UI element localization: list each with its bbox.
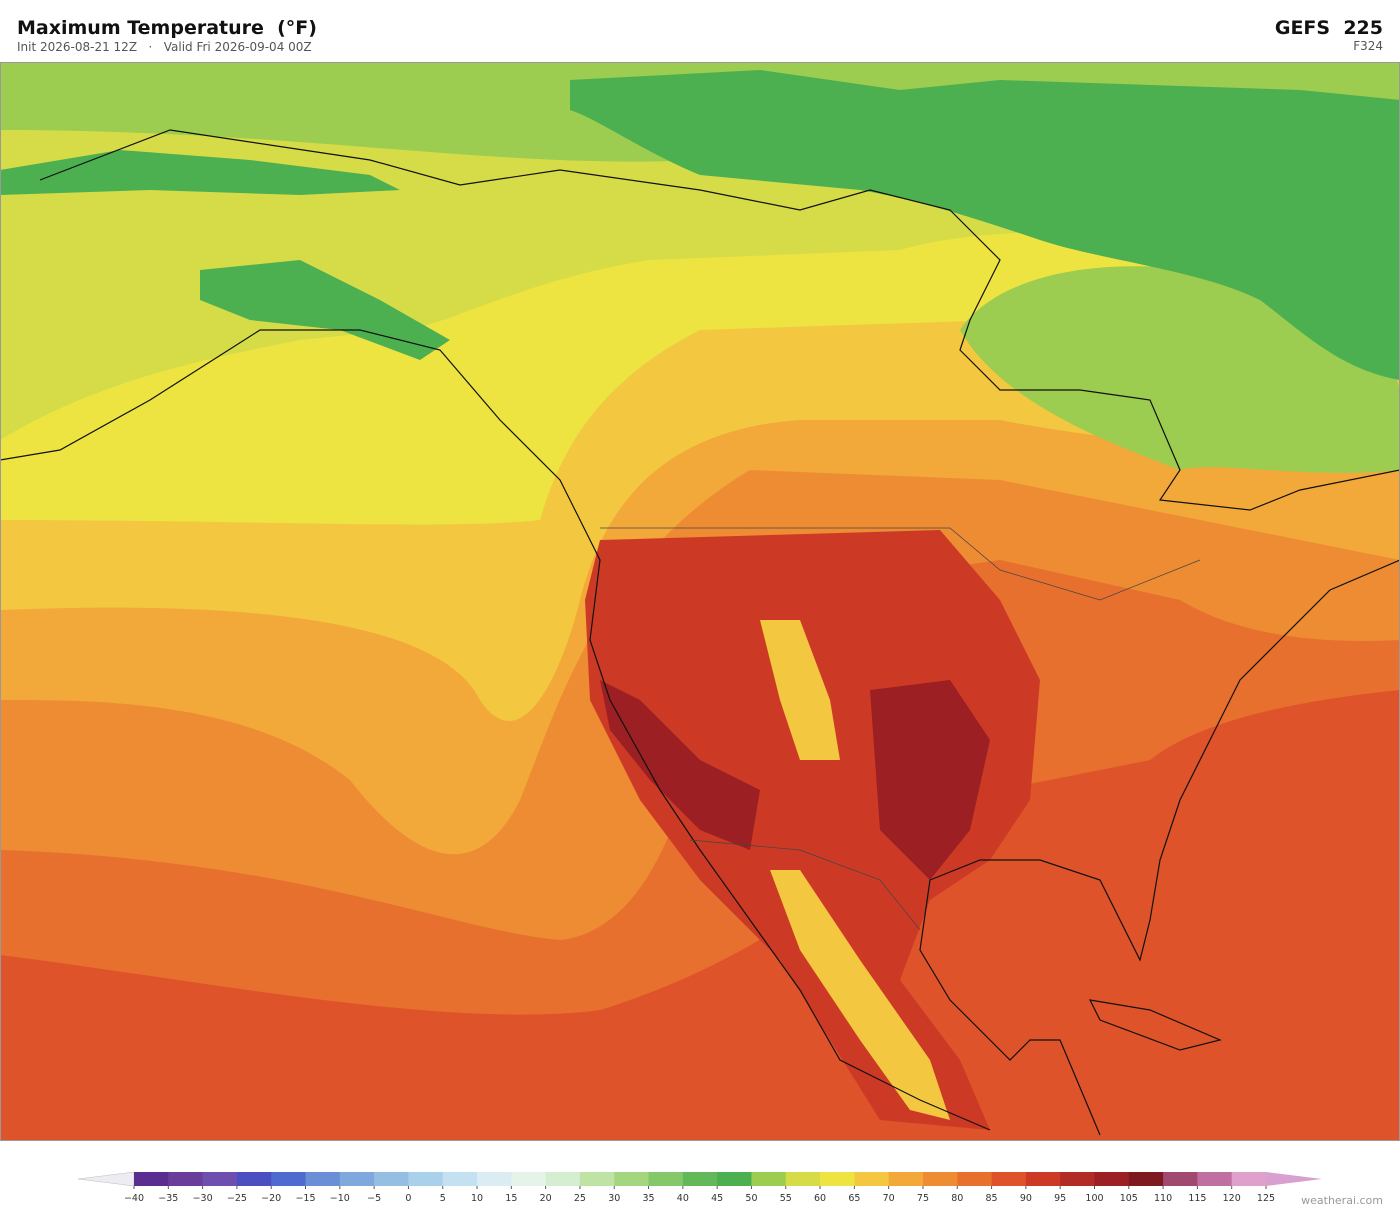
colorbar-swatch [682,1172,718,1186]
colorbar-swatch [134,1172,169,1186]
colorbar-swatch [717,1172,752,1186]
colorbar-label: 40 [677,1193,689,1204]
colorbar-label: 110 [1154,1193,1172,1204]
colorbar-label: 50 [745,1193,757,1204]
colorbar-swatch [1231,1172,1267,1186]
map [0,62,1400,1141]
colorbar-label: 20 [540,1193,552,1204]
colorbar-label: 105 [1120,1193,1138,1204]
field-highlands [760,620,950,1120]
colorbar-label: 115 [1188,1193,1206,1204]
colorbar-label: 55 [780,1193,792,1204]
colorbar-swatch [1128,1172,1164,1186]
colorbar-swatch [477,1172,512,1186]
colorbar-swatch [545,1172,581,1186]
colorbar-swatch [820,1172,855,1186]
colorbar-label: −5 [367,1193,381,1204]
field-45-alaska [0,150,450,360]
colorbar-label: 35 [642,1193,654,1204]
colorbar-label: 65 [848,1193,860,1204]
colorbar-swatch [957,1172,993,1186]
colorbar-swatch [271,1172,307,1186]
colorbar-swatch [614,1172,650,1186]
colorbar-swatch [305,1172,341,1186]
colorbar-label: 0 [405,1193,411,1204]
field-45 [570,70,1400,380]
colorbar-swatch [1025,1172,1061,1186]
colorbar-swatch [1197,1172,1233,1186]
colorbar-label: −15 [295,1193,315,1204]
colorbar-swatch [888,1172,924,1186]
colorbar-label: 75 [917,1193,929,1204]
colorbar-swatch [648,1172,684,1186]
colorbar-label: 5 [440,1193,446,1204]
colorbar-swatch [1060,1172,1095,1186]
colorbar-swatch [202,1172,238,1186]
colorbar-swatch [579,1172,615,1186]
colorbar-under [77,1171,135,1187]
colorbar-label: 25 [574,1193,586,1204]
colorbar-swatch [511,1172,547,1186]
colorbar-swatch [442,1172,478,1186]
colorbar-label: 60 [814,1193,826,1204]
colorbar-swatch [339,1172,375,1186]
colorbar-label: 120 [1223,1193,1241,1204]
colorbar-swatch [922,1172,958,1186]
colorbar-over [1266,1172,1322,1186]
title: Maximum Temperature (°F) [17,17,317,39]
colorbar-label: −10 [330,1193,350,1204]
colorbar-label: 85 [986,1193,998,1204]
colorbar-swatch [168,1172,204,1186]
colorbar-swatch [751,1172,787,1186]
coastline [0,129,1400,1136]
colorbar-swatch [408,1172,444,1186]
subtitle: Init 2026-08-21 12Z · Valid Fri 2026-09-… [17,40,312,54]
colorbar-swatch [236,1172,272,1186]
colorbar-label: 90 [1020,1193,1032,1204]
borders [600,527,1201,931]
colorbar-label: 15 [505,1193,517,1204]
colorbar-label: 80 [951,1193,963,1204]
colorbar-swatch [1094,1172,1130,1186]
colorbar-label: 10 [471,1193,483,1204]
colorbar-swatch [1163,1172,1198,1186]
colorbar-label: 100 [1085,1193,1103,1204]
colorbar-label: −35 [158,1193,178,1204]
colorbar-label: 70 [883,1193,895,1204]
colorbar-label: −40 [124,1193,144,1204]
model-label: GEFS 225 [1275,17,1383,39]
colorbar-swatch [374,1172,409,1186]
colorbar-label: −20 [261,1193,281,1204]
colorbar-label: 125 [1257,1193,1275,1204]
colorbar-label: −25 [227,1193,247,1204]
colorbar-swatch [785,1172,821,1186]
colorbar: −40 −35 −30 −25 −20 −15 −10 −5 0 5 10 15 20 25 30 35 40 4… [77,1171,1322,1204]
colorbar-swatch [991,1172,1027,1186]
forecast-hour: F324 [1353,39,1383,53]
field-100 [600,680,990,880]
credit: weatherai.com [1301,1194,1383,1207]
colorbar-label: 95 [1054,1193,1066,1204]
colorbar-swatch [854,1172,890,1186]
colorbar-label: −30 [193,1193,213,1204]
field-90 [585,530,1040,1130]
colorbar-label: 30 [608,1193,620,1204]
colorbar-label: 45 [711,1193,723,1204]
